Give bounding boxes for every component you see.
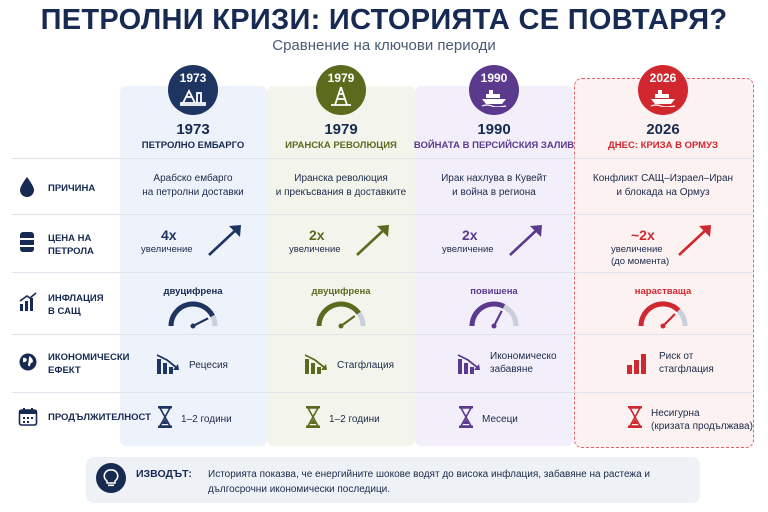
period-year: 1979 xyxy=(324,121,358,138)
row-label-cause: ПРИЧИНА xyxy=(48,183,96,194)
column-1973-bg xyxy=(120,86,267,446)
inflation-label: нарастваща xyxy=(634,286,692,297)
economic-effect-label: Риск от стагфлация xyxy=(659,351,714,375)
price-multiplier: 2x xyxy=(309,227,325,243)
hourglass-icon xyxy=(628,406,642,428)
row-label-oil-price: ЦЕНА НА ПЕТРОЛА xyxy=(48,233,94,257)
duration-label: 1–2 години xyxy=(181,414,232,425)
row-label-economic-effect: ИКОНОМИЧЕСКИ ЕФЕКТ xyxy=(48,352,130,376)
industry-icon xyxy=(650,90,676,107)
industry-icon xyxy=(180,88,206,106)
price-increase-label: увеличение (до момента) xyxy=(611,244,670,267)
declining-chart-icon xyxy=(304,354,327,374)
column-2026-bg xyxy=(574,78,754,448)
conclusion-box xyxy=(86,457,700,503)
up-arrow-icon xyxy=(356,225,389,256)
duration-label: Несигурна (кризата продължава) xyxy=(651,408,753,432)
duration-label: 1–2 години xyxy=(329,414,380,425)
row-label-duration: ПРОДЪЛЖИТЕЛНОСТ xyxy=(48,412,151,423)
period-year: 2026 xyxy=(646,121,680,138)
period-name: ДНЕС: КРИЗА В ОРМУЗ xyxy=(608,140,718,151)
up-arrow-icon xyxy=(509,225,542,256)
row-separator xyxy=(12,334,754,335)
economic-effect-label: Икономическо забавяне xyxy=(490,351,557,375)
period-badge: 1990 xyxy=(469,65,519,115)
declining-chart-icon xyxy=(457,354,480,374)
inflation-label: двуцифрена xyxy=(311,286,371,297)
price-multiplier: ~2x xyxy=(631,227,655,243)
price-multiplier: 4x xyxy=(161,227,177,243)
period-year: 1973 xyxy=(176,121,210,138)
column-1990-bg xyxy=(415,86,573,446)
period-badge: 2026 xyxy=(638,65,688,115)
period-name: ВОЙНАТА В ПЕРСИЙСКИЯ ЗАЛИВ xyxy=(413,140,575,151)
inflation-gauge xyxy=(168,301,218,329)
calendar-icon xyxy=(18,408,38,426)
inflation-label: двуцифрена xyxy=(163,286,223,297)
row-separator xyxy=(12,158,754,159)
price-increase-label: увеличение xyxy=(289,244,341,255)
period-badge: 1973 xyxy=(168,65,218,115)
rising-bars-icon xyxy=(19,292,37,311)
declining-chart-icon xyxy=(156,354,179,374)
up-arrow-icon xyxy=(678,225,711,256)
cause-cell: Ирак нахлува в Кувейт и война в региона xyxy=(441,173,547,198)
price-multiplier: 2x xyxy=(462,227,478,243)
cause-cell: Иранска революция и прекъсвания в доставк… xyxy=(275,173,407,198)
bar-chart-icon xyxy=(627,354,646,374)
up-arrow-icon xyxy=(208,225,241,256)
hourglass-icon xyxy=(158,406,172,428)
economic-effect-label: Стагфлация xyxy=(337,360,395,371)
duration-label: Месеци xyxy=(482,414,518,425)
row-separator xyxy=(12,272,754,273)
cause-cell: Конфликт САЩ–Израел–Иран и блокада на Орм… xyxy=(592,173,734,198)
industry-icon xyxy=(331,86,351,106)
hourglass-icon xyxy=(459,406,473,428)
industry-icon xyxy=(481,90,507,107)
conclusion-label: ИЗВОДЪТ: xyxy=(136,468,192,480)
lightbulb-icon xyxy=(96,463,126,493)
inflation-gauge xyxy=(316,301,366,329)
page-subtitle: Сравнение на ключови периоди xyxy=(272,37,496,54)
period-year: 1990 xyxy=(477,121,511,138)
page-title: ПЕТРОЛНИ КРИЗИ: ИСТОРИЯТА СЕ ПОВТАРЯ? xyxy=(40,4,728,36)
inflation-gauge xyxy=(638,301,688,329)
row-separator xyxy=(12,392,754,393)
row-separator xyxy=(12,214,754,215)
period-badge: 1979 xyxy=(316,65,366,115)
price-increase-label: увеличение xyxy=(442,244,494,255)
period-name: ИРАНСКА РЕВОЛЮЦИЯ xyxy=(285,140,397,151)
oil-drop-icon xyxy=(20,177,34,197)
period-name: ПЕТРОЛНО ЕМБАРГО xyxy=(141,140,245,151)
row-label-inflation: ИНФЛАЦИЯ В САЩ xyxy=(48,293,104,317)
oil-barrel-icon xyxy=(20,232,34,252)
column-1979-bg xyxy=(267,86,415,446)
price-increase-label: увеличение xyxy=(141,244,193,255)
inflation-gauge xyxy=(469,301,519,329)
inflation-label: повишена xyxy=(470,286,518,297)
economic-effect-label: Рецесия xyxy=(189,360,228,371)
conclusion-text: Историята показва, че енергийните шокове… xyxy=(208,469,651,495)
globe-icon xyxy=(19,353,37,371)
cause-cell: Арабско ембарго на петролни доставки xyxy=(142,173,244,198)
hourglass-icon xyxy=(306,406,320,428)
